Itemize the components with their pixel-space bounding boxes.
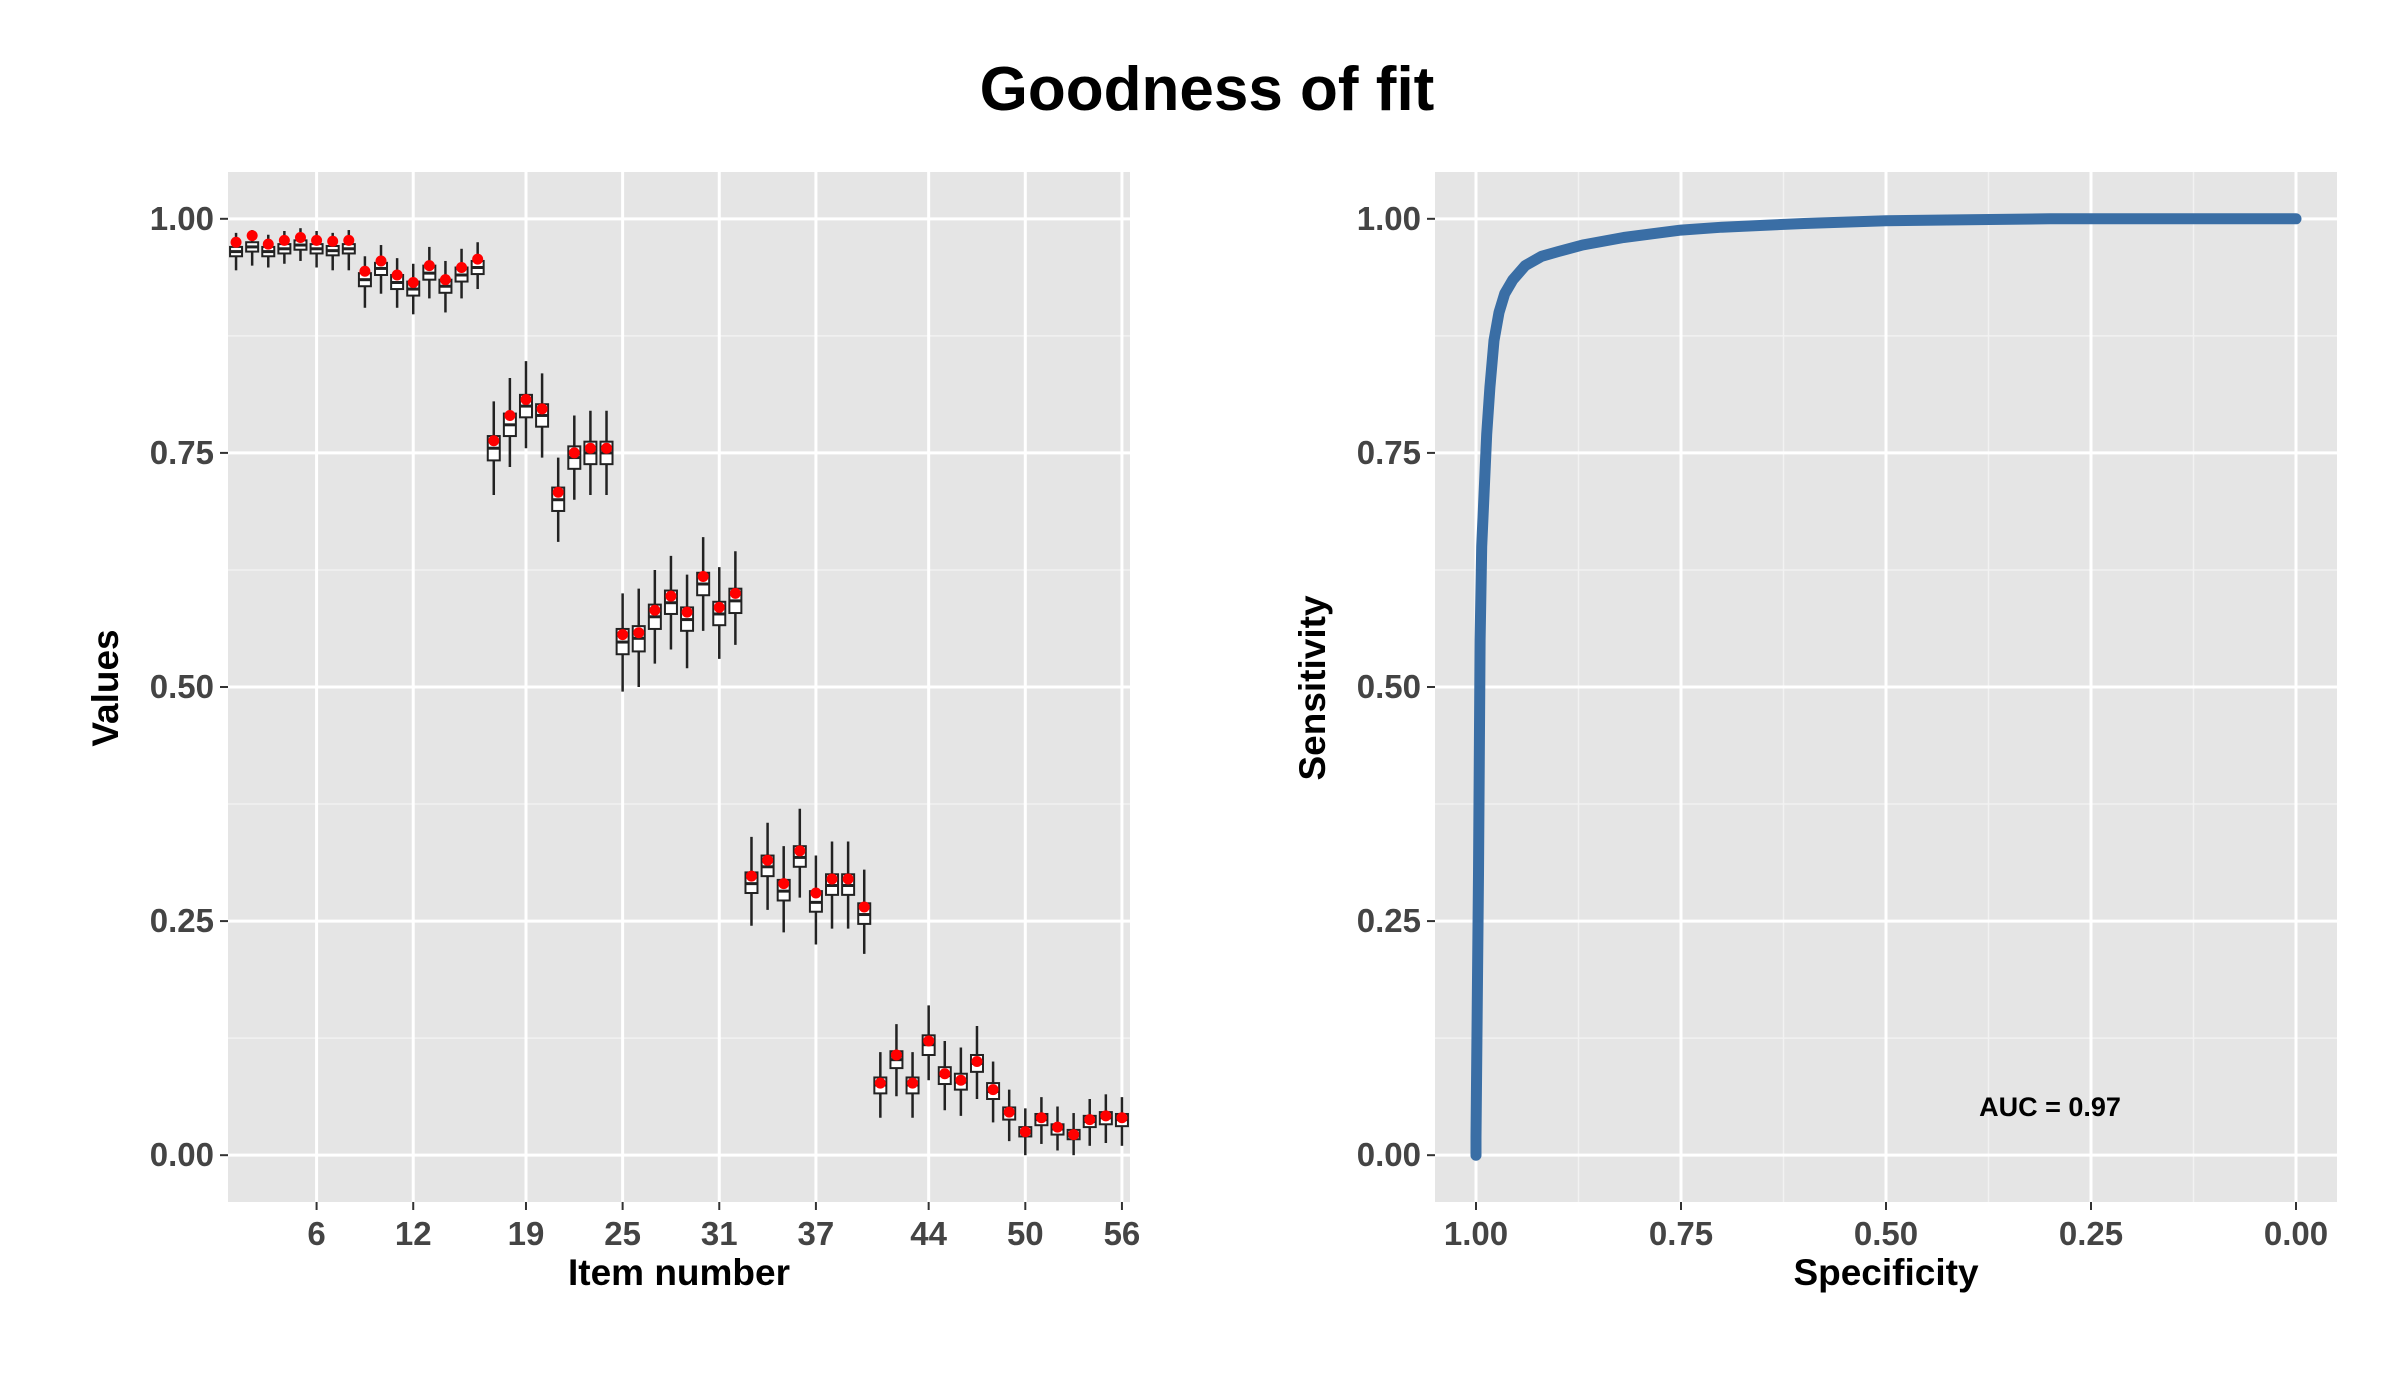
left-x-axis-title: Item number — [568, 1252, 790, 1293]
observed-point — [1068, 1129, 1080, 1141]
left-x-tick-label: 6 — [307, 1215, 325, 1252]
figure-title: Goodness of fit — [980, 55, 1435, 124]
right-y-tick-label: 0.00 — [1357, 1136, 1421, 1173]
observed-point — [601, 442, 613, 454]
observed-point — [842, 873, 854, 885]
observed-point — [939, 1068, 951, 1080]
observed-point — [1035, 1112, 1047, 1124]
observed-point — [762, 854, 774, 866]
observed-point — [520, 394, 532, 406]
observed-point — [1100, 1110, 1112, 1122]
item-fit-boxplot-panel: 0.00 0.25 0.50 0.75 1.00 6 12 19 25 31 37 44 50 56 It… — [85, 172, 1140, 1293]
roc-curve-line — [1470, 213, 2302, 1161]
observed-point — [1003, 1106, 1015, 1118]
right-roc-marks — [1470, 213, 2302, 1161]
observed-point — [890, 1049, 902, 1061]
left-x-tick-label: 37 — [798, 1215, 835, 1252]
left-x-tick-label: 25 — [604, 1215, 641, 1252]
observed-point — [262, 238, 274, 250]
left-y-tick-label: 0.50 — [150, 668, 214, 705]
observed-point — [745, 870, 757, 882]
left-x-tick-label: 19 — [508, 1215, 545, 1252]
left-boxplot-marks — [229, 228, 1129, 1156]
right-x-tick-label: 0.75 — [1649, 1215, 1713, 1252]
observed-point — [971, 1056, 983, 1068]
roc-curve-panel: 0.000.250.500.751.001.00 0.75 0.50 0.25 0.00… — [1292, 172, 2337, 1293]
observed-point — [617, 629, 629, 641]
observed-point — [955, 1074, 967, 1086]
observed-point — [407, 276, 419, 288]
right-x-axis-title: Specificity — [1793, 1252, 1978, 1293]
left-x-tick-label: 44 — [910, 1215, 947, 1252]
observed-point — [568, 447, 580, 459]
observed-point — [907, 1077, 919, 1089]
left-y-tick-label: 0.25 — [150, 902, 214, 939]
left-x-tick-label: 12 — [395, 1215, 432, 1252]
left-tick-labels: 0.00 0.25 0.50 0.75 1.00 6 12 19 25 31 37 44 50 56 — [150, 200, 1141, 1252]
right-tick-labels: 0.00 0.25 0.50 0.75 1.00 1.00 0.75 0.50 0.25 0.00 — [1357, 200, 2328, 1252]
observed-point — [1084, 1114, 1096, 1126]
right-x-tick-label: 0.50 — [1854, 1215, 1918, 1252]
observed-point — [1052, 1121, 1064, 1133]
left-x-tick-label: 50 — [1007, 1215, 1044, 1252]
observed-point — [359, 265, 371, 277]
right-y-tick-label: 1.00 — [1357, 200, 1421, 237]
observed-point — [423, 260, 435, 272]
observed-point — [697, 571, 709, 583]
observed-point — [230, 236, 242, 248]
observed-point — [278, 234, 290, 246]
observed-point — [311, 234, 323, 246]
observed-point — [649, 604, 661, 616]
right-y-tick-label: 0.25 — [1357, 902, 1421, 939]
observed-point — [633, 627, 645, 639]
right-y-tick-label: 0.50 — [1357, 668, 1421, 705]
observed-point — [439, 274, 451, 286]
left-x-tick-label: 56 — [1104, 1215, 1141, 1252]
left-y-tick-label: 0.75 — [150, 434, 214, 471]
left-y-tick-label: 1.00 — [150, 200, 214, 237]
right-x-tick-label: 0.25 — [2059, 1215, 2123, 1252]
observed-point — [375, 255, 387, 267]
right-y-tick-label: 0.75 — [1357, 434, 1421, 471]
right-x-tick-label: 0.00 — [2264, 1215, 2328, 1252]
right-y-axis-title: Sensitivity — [1292, 595, 1333, 780]
observed-point — [327, 235, 339, 247]
observed-point — [1116, 1112, 1128, 1124]
right-x-tick-label: 1.00 — [1444, 1215, 1508, 1252]
observed-point — [826, 873, 838, 885]
observed-point — [456, 262, 468, 274]
observed-point — [391, 269, 403, 281]
observed-point — [1019, 1126, 1031, 1138]
observed-point — [713, 601, 725, 613]
observed-point — [343, 234, 355, 246]
observed-point — [584, 442, 596, 454]
observed-point — [681, 606, 693, 618]
auc-annotation: AUC = 0.97 — [1979, 1092, 2121, 1122]
left-y-tick-label: 0.00 — [150, 1136, 214, 1173]
left-y-axis-title: Values — [85, 629, 126, 746]
observed-point — [246, 230, 258, 242]
observed-point — [504, 409, 516, 421]
observed-point — [488, 435, 500, 447]
observed-point — [778, 878, 790, 890]
observed-point — [472, 253, 484, 265]
observed-point — [987, 1084, 999, 1096]
observed-point — [810, 887, 822, 899]
observed-point — [665, 590, 677, 602]
observed-point — [858, 901, 870, 913]
observed-point — [729, 587, 741, 599]
observed-point — [874, 1077, 886, 1089]
observed-point — [552, 486, 564, 498]
left-x-tick-label: 31 — [701, 1215, 738, 1252]
observed-point — [536, 403, 548, 415]
observed-point — [923, 1035, 935, 1047]
observed-point — [294, 232, 306, 244]
observed-point — [794, 845, 806, 857]
